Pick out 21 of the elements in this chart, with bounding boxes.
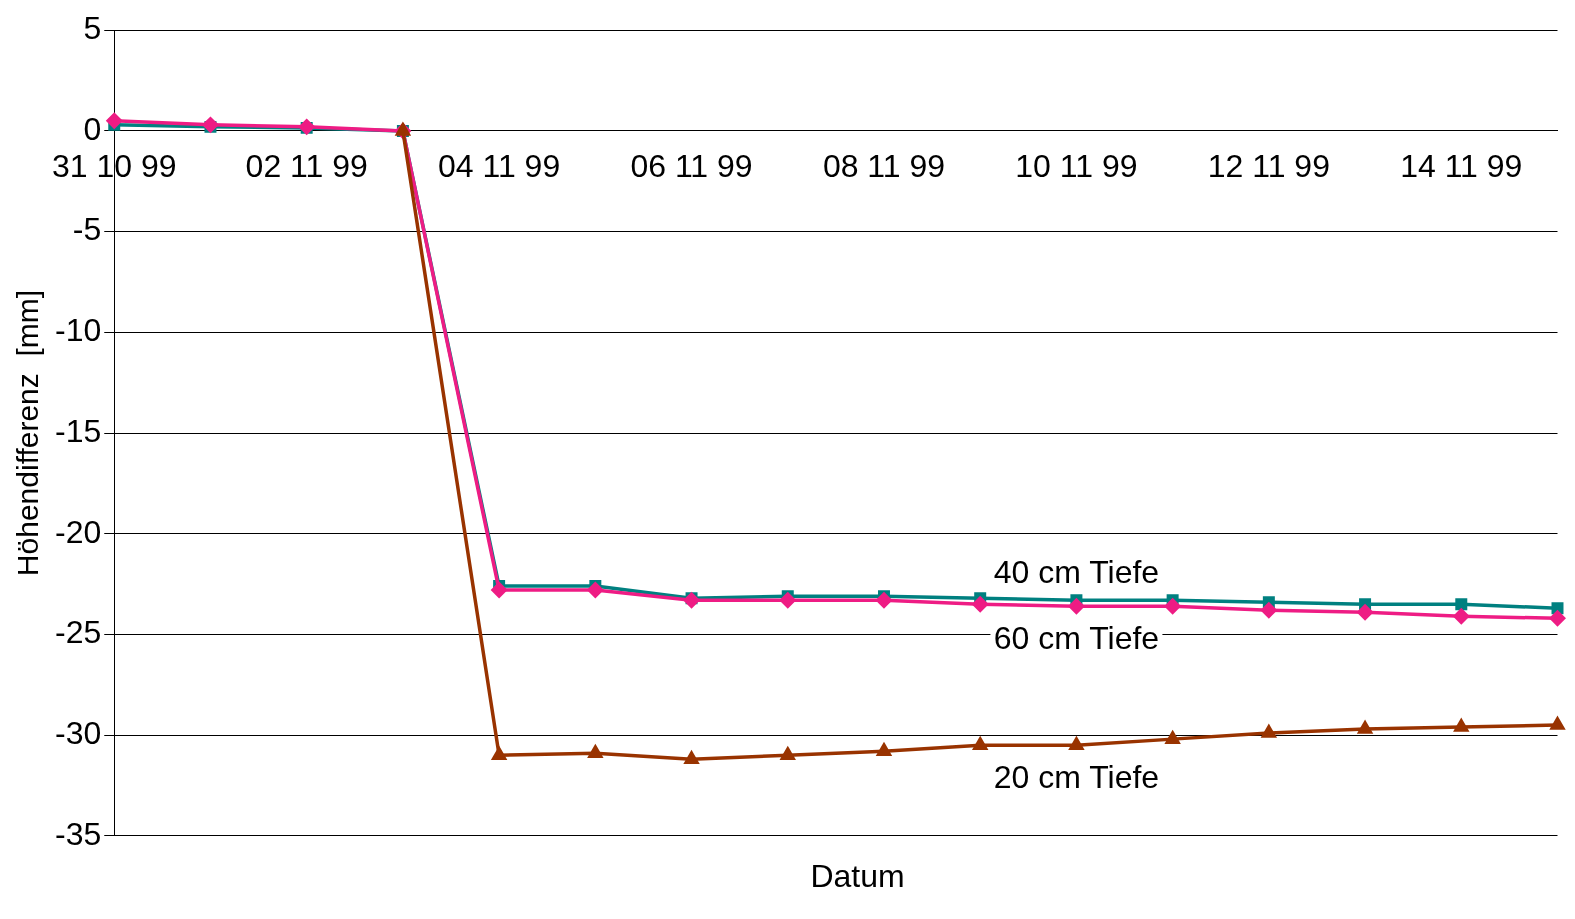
- x-axis-title: Datum: [809, 858, 906, 895]
- x-tick-label: 06 11 99: [630, 147, 753, 184]
- y-tick-label: 5: [83, 10, 102, 47]
- y-tick-label: -25: [55, 614, 102, 651]
- x-tick-label: 10 11 99: [1015, 147, 1138, 184]
- y-tick-label: -15: [55, 412, 102, 449]
- x-tick-label: 14 11 99: [1400, 147, 1523, 184]
- y-tick-label: -35: [55, 815, 102, 852]
- y-tick-label: -20: [55, 513, 102, 550]
- x-tick-label: 08 11 99: [822, 147, 946, 184]
- x-tick-label: 12 11 99: [1207, 147, 1330, 184]
- y-tick-label: -10: [55, 312, 102, 349]
- y-tick-label: 0: [83, 110, 102, 147]
- series-label: 40 cm Tiefe: [993, 553, 1160, 590]
- x-tick-label: 02 11 99: [245, 147, 368, 184]
- y-tick-label: -30: [55, 714, 102, 751]
- y-tick-label: -5: [72, 211, 102, 248]
- x-tick-label: 04 11 99: [438, 147, 561, 184]
- series-label: 20 cm Tiefe: [993, 759, 1160, 795]
- series-label: 60 cm Tiefe: [993, 620, 1160, 657]
- y-axis-title: Höhendifferenz [mm]: [11, 289, 45, 577]
